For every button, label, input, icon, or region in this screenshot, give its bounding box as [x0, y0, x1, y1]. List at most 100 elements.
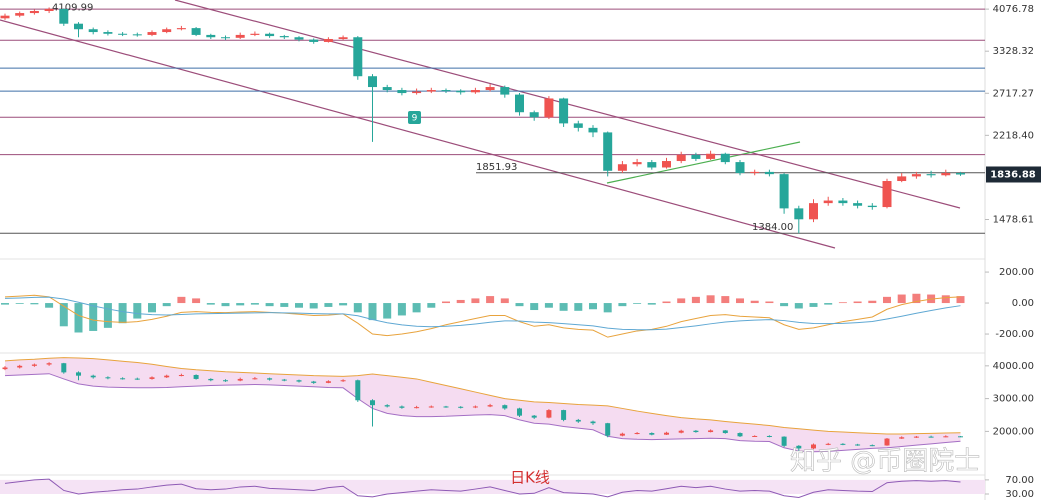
candle-body — [61, 363, 67, 373]
macd-bar — [750, 300, 759, 304]
candle-body — [781, 436, 787, 446]
macd-bar — [221, 303, 230, 307]
y-tick-label: 2218.40 — [993, 130, 1034, 141]
candle-body — [441, 90, 451, 92]
macd-bar — [250, 303, 259, 305]
candle-body — [296, 380, 302, 382]
macd-bar — [780, 303, 789, 307]
y-tick-label: 3000.00 — [993, 394, 1034, 405]
candle-body — [46, 363, 52, 365]
candle-body — [840, 443, 846, 445]
macd-bar — [647, 303, 656, 305]
candle-body — [735, 162, 745, 174]
candle-body — [76, 372, 81, 376]
macd-bar — [89, 303, 98, 331]
candle-body — [617, 164, 627, 171]
candle-body — [221, 37, 230, 39]
candle-body — [44, 8, 54, 11]
macd-bar — [838, 302, 847, 304]
candle-body — [764, 171, 774, 175]
candle-body — [323, 38, 333, 42]
macd-bar — [265, 303, 274, 307]
candle-body — [281, 379, 287, 381]
candle-body — [176, 28, 186, 30]
candle-body — [193, 375, 199, 379]
y-tick-label: -200.00 — [995, 329, 1034, 340]
candle-body — [546, 410, 552, 418]
macd-bar — [706, 295, 715, 304]
candle-body — [15, 13, 25, 16]
candle-body — [311, 381, 317, 383]
macd-bar — [353, 303, 362, 313]
period-label: 日K线 — [510, 469, 550, 487]
macd-bar — [471, 298, 480, 304]
macd-bar — [530, 303, 539, 311]
candle-body — [502, 405, 508, 409]
macd-bar — [633, 303, 642, 304]
candle-body — [132, 34, 142, 36]
candle-body — [691, 154, 701, 159]
candle-body — [412, 91, 422, 94]
candle-body — [17, 365, 23, 368]
macd-line — [4, 294, 961, 338]
candle-body — [472, 406, 478, 408]
candle-body — [279, 36, 289, 38]
macd-bar — [103, 303, 112, 328]
candle-body — [370, 400, 375, 406]
macd-bar — [295, 303, 303, 308]
candle-body — [90, 375, 96, 378]
macd-bar — [736, 298, 744, 304]
candle-body — [766, 435, 772, 437]
candle-body — [294, 37, 304, 40]
candle-body — [88, 29, 98, 33]
candle-body — [737, 433, 743, 437]
candle-body — [958, 436, 963, 438]
y-tick-label: 4000.00 — [993, 361, 1034, 372]
macd-bar — [809, 303, 818, 307]
y-tick-label: 30.00 — [1005, 489, 1034, 500]
trend-line — [606, 141, 801, 184]
candle-body — [575, 419, 581, 422]
boll-line — [4, 373, 961, 453]
macd-bar — [500, 298, 509, 304]
channel-line — [0, 19, 836, 249]
candle-body — [796, 445, 802, 449]
macd-bar — [662, 301, 671, 304]
candle-body — [884, 438, 890, 446]
price-label: 4109.99 — [52, 2, 93, 13]
macd-bar — [853, 301, 862, 304]
candle-body — [178, 375, 184, 377]
macd-bar — [544, 303, 553, 308]
watermark: 知乎 @币圈院士 — [790, 447, 980, 477]
candle-body — [458, 406, 464, 408]
last-price: 1836.88 — [990, 169, 1036, 180]
candle-body — [941, 173, 951, 176]
candle-body — [678, 430, 684, 433]
candle-body — [325, 381, 331, 383]
candle-body — [103, 32, 113, 34]
macd-bar — [118, 303, 127, 324]
candle-body — [235, 34, 245, 38]
macd-bar — [574, 303, 583, 311]
candle-body — [265, 33, 275, 37]
candle-body — [162, 29, 172, 33]
candle-body — [603, 132, 613, 171]
candle-body — [105, 377, 111, 379]
candle-body — [664, 432, 669, 435]
candle-body — [634, 433, 640, 435]
badge: 9 — [412, 114, 418, 124]
candle-body — [619, 433, 625, 436]
macd-bar — [162, 303, 171, 307]
macd-bar — [794, 303, 803, 309]
macd-bar — [589, 303, 597, 310]
macd-bar — [486, 296, 495, 304]
candle-body — [338, 37, 348, 39]
candle-body — [529, 112, 539, 118]
macd-bar — [868, 300, 877, 304]
candle-body — [855, 444, 861, 446]
macd-bar — [383, 303, 392, 319]
badge-box — [408, 111, 421, 124]
candle-body — [573, 123, 583, 128]
candle-body — [809, 203, 818, 220]
y-tick-label: 2717.27 — [993, 88, 1034, 99]
